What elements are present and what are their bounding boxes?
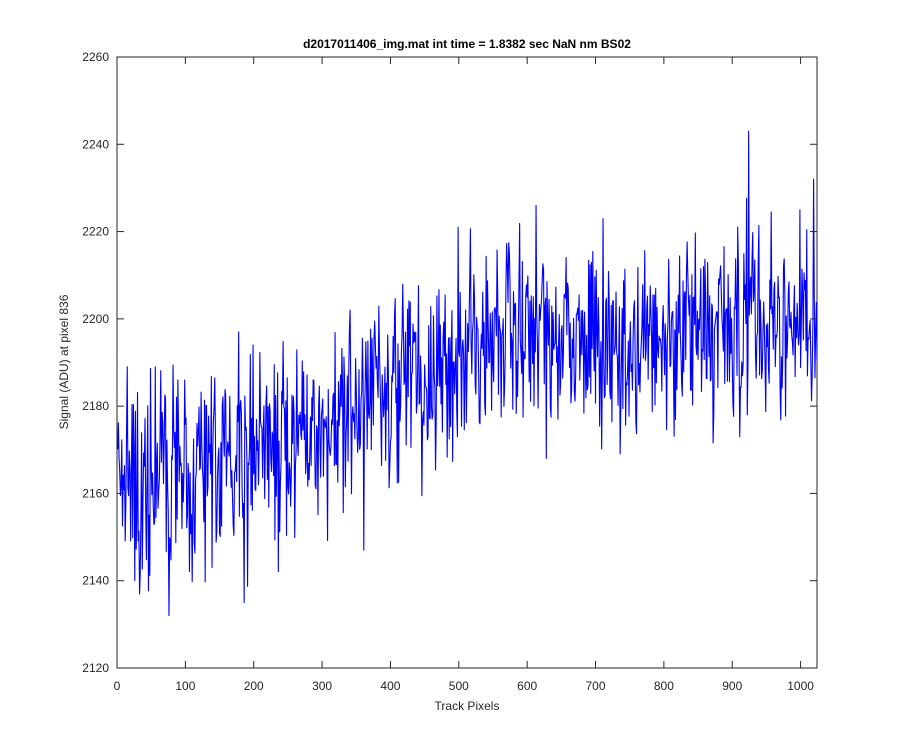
y-tick-label: 2180 — [82, 399, 109, 413]
x-tick-label: 0 — [114, 679, 121, 693]
x-tick-label: 900 — [722, 679, 742, 693]
y-tick-label: 2140 — [82, 574, 109, 588]
x-axis-label: Track Pixels — [435, 699, 500, 713]
x-tick-label: 400 — [380, 679, 400, 693]
x-tick-label: 100 — [175, 679, 195, 693]
x-tick-label: 800 — [654, 679, 674, 693]
x-tick-label: 500 — [449, 679, 469, 693]
x-tick-label: 600 — [517, 679, 537, 693]
x-axis-ticks: 0 100 200 300 400 500 600 700 800 900 1000 — [114, 57, 814, 693]
x-tick-label: 200 — [244, 679, 264, 693]
y-tick-label: 2120 — [82, 661, 109, 675]
y-axis-label: Signal (ADU) at pixel 836 — [57, 294, 71, 429]
plot-area — [116, 56, 818, 669]
y-tick-label: 2240 — [82, 137, 109, 151]
y-tick-label: 2260 — [82, 50, 109, 64]
chart-title: d2017011406_img.mat int time = 1.8382 se… — [303, 37, 631, 51]
series-line — [117, 130, 818, 617]
y-axis-ticks: 2120 2140 2160 2180 2200 2220 2240 2260 — [82, 50, 817, 675]
x-tick-label: 700 — [586, 679, 606, 693]
y-tick-label: 2200 — [82, 312, 109, 326]
x-tick-label: 300 — [312, 679, 332, 693]
x-tick-label: 1000 — [787, 679, 814, 693]
y-tick-label: 2220 — [82, 225, 109, 239]
y-tick-label: 2160 — [82, 486, 109, 500]
